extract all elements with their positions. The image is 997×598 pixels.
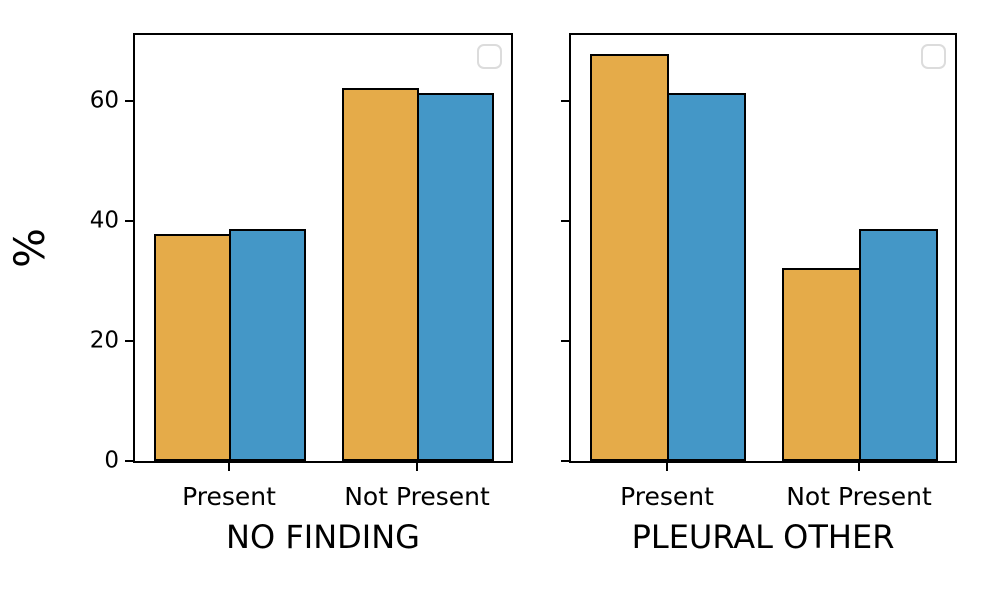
y-tick-mark	[561, 460, 569, 462]
y-tick-mark	[561, 100, 569, 102]
x-tick-mark	[858, 463, 860, 471]
bar-blue-present	[667, 93, 746, 461]
legend-box	[477, 44, 502, 69]
y-tick-label: 40	[89, 207, 119, 234]
y-tick-label: 60	[89, 87, 119, 114]
x-tick-label: Not Present	[786, 482, 932, 511]
bar-orange-present	[590, 54, 669, 461]
y-tick-mark	[561, 220, 569, 222]
x-tick-mark	[228, 463, 230, 471]
bar-blue-present	[229, 229, 306, 461]
x-axis-label-no-finding: NO FINDING	[226, 518, 420, 556]
x-tick-mark	[416, 463, 418, 471]
bar-orange-not-present	[342, 88, 419, 461]
x-tick-label: Not Present	[344, 482, 490, 511]
bar-blue-not-present	[859, 229, 938, 461]
y-axis-label: %	[5, 228, 54, 268]
subplot-pleural-other: Present Not Present	[561, 33, 957, 509]
y-tick-label: 0	[104, 447, 119, 474]
x-tick-label: Present	[182, 482, 276, 511]
x-tick-label: Present	[620, 482, 714, 511]
y-tick-mark	[125, 100, 133, 102]
y-tick-mark	[125, 340, 133, 342]
x-axis-label-pleural-other: PLEURAL OTHER	[631, 518, 895, 556]
subplot-no-finding: 0 20 40 60 Present Not Present	[90, 33, 513, 509]
legend-box	[921, 44, 946, 69]
bar-orange-present	[154, 234, 231, 461]
y-tick-mark	[125, 460, 133, 462]
y-tick-mark	[125, 220, 133, 222]
bar-orange-not-present	[782, 268, 861, 461]
bar-blue-not-present	[417, 93, 494, 461]
y-tick-label: 20	[89, 327, 119, 354]
y-tick-mark	[561, 340, 569, 342]
x-tick-mark	[666, 463, 668, 471]
